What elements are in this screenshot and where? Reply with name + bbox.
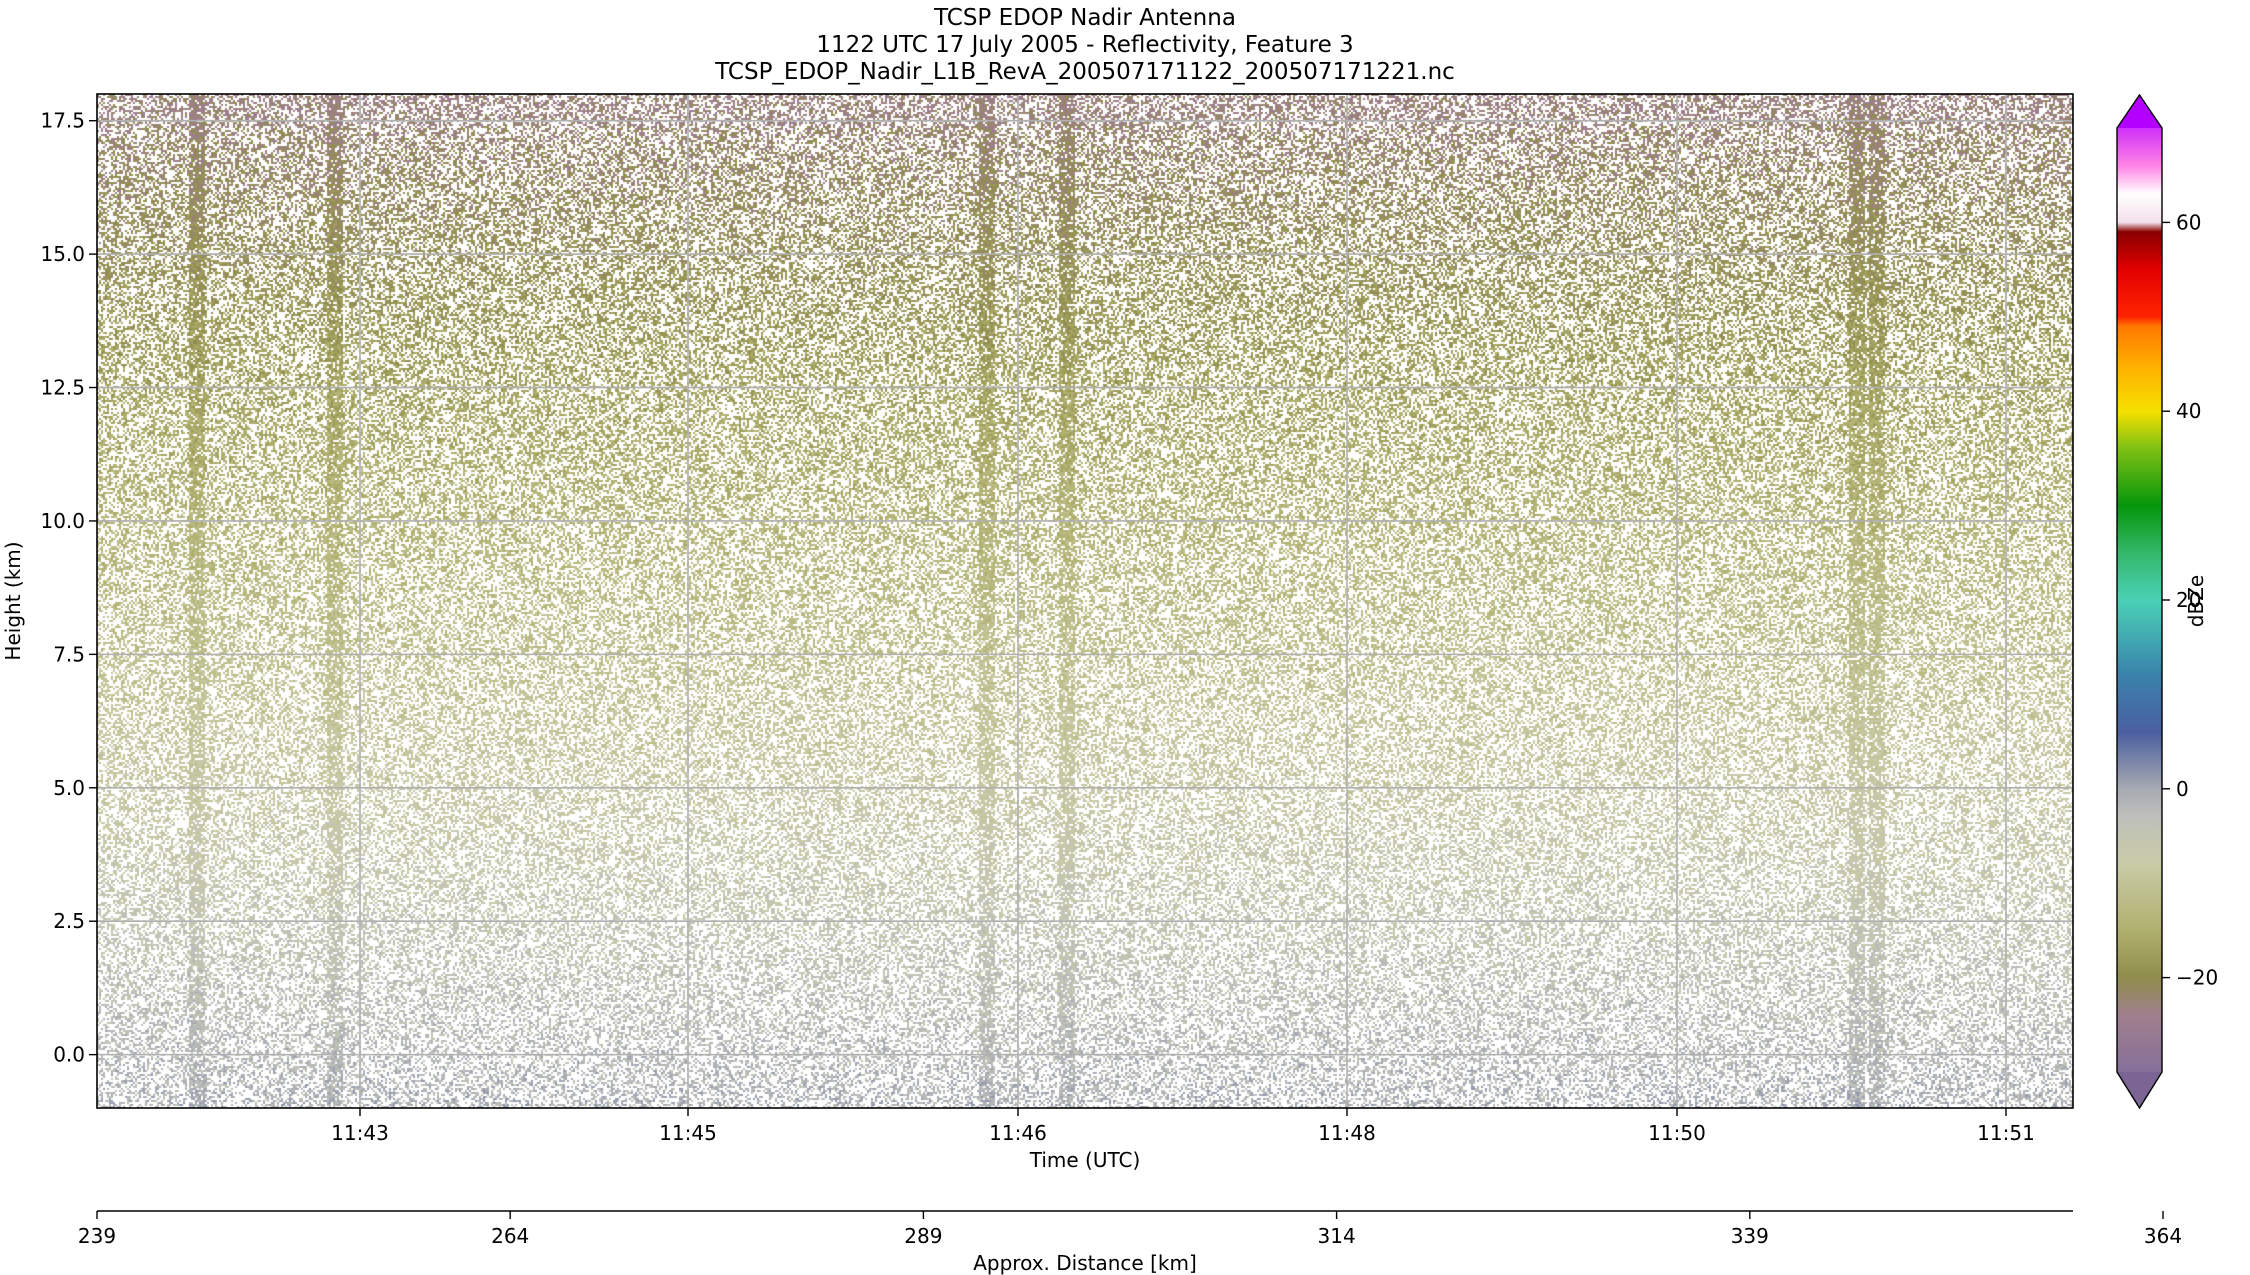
y-axis-label: Height (km) <box>1 541 25 660</box>
secondary-axis-label: Approx. Distance [km] <box>973 1251 1197 1275</box>
colorbar-over-extension <box>2117 95 2162 128</box>
secondary-tick-label: 314 <box>1318 1224 1356 1248</box>
reflectivity-field <box>97 94 2073 1108</box>
x-axis-label: Time (UTC) <box>1029 1148 1141 1172</box>
y-tick-label: 15.0 <box>40 242 85 266</box>
y-tick-label: 5.0 <box>53 776 85 800</box>
colorbar-tick-label: 40 <box>2176 399 2201 423</box>
x-tick-label: 11:45 <box>659 1121 717 1145</box>
secondary-x-axis: 239 264 289 314 339 364 Approx. Distance [km] <box>78 1210 2182 1275</box>
x-tick-label: 11:48 <box>1318 1121 1376 1145</box>
grid-lines <box>97 94 2073 1108</box>
reflectivity-raster <box>97 94 2073 1108</box>
chart-title-line-2: 1122 UTC 17 July 2005 - Reflectivity, Fe… <box>816 32 1353 58</box>
colorbar-under-extension <box>2117 1072 2162 1108</box>
y-tick-label: 12.5 <box>40 376 85 400</box>
plot-area <box>96 93 2074 1109</box>
colorbar-tick-label: 60 <box>2176 210 2201 234</box>
y-tick-label: 7.5 <box>53 642 85 666</box>
y-tick-label: 17.5 <box>40 109 85 133</box>
x-tick-label: 11:46 <box>989 1121 1047 1145</box>
secondary-axis-ticks: 239 264 289 314 339 364 <box>78 1211 2182 1248</box>
chart-title-line-1: TCSP EDOP Nadir Antenna <box>933 5 1236 31</box>
colorbar-body <box>2117 128 2162 1072</box>
secondary-tick-label: 264 <box>491 1224 529 1248</box>
chart-title-line-3: TCSP_EDOP_Nadir_L1B_RevA_200507171122_20… <box>714 59 1455 85</box>
secondary-tick-label: 339 <box>1731 1224 1769 1248</box>
colorbar-ticks: −20 0 20 40 60 <box>2162 210 2218 990</box>
y-tick-label: 2.5 <box>53 909 85 933</box>
y-tick-label: 0.0 <box>53 1043 85 1067</box>
x-axis-ticks: 11:43 11:45 11:46 11:48 11:50 11:51 <box>331 1108 2035 1145</box>
x-tick-label: 11:43 <box>331 1121 389 1145</box>
secondary-tick-label: 289 <box>904 1224 942 1248</box>
colorbar-tick-label: −20 <box>2176 966 2218 990</box>
colorbar-outline <box>2116 93 2163 1110</box>
colorbar-tick-label: 0 <box>2176 777 2189 801</box>
y-axis-ticks: 0.0 2.5 5.0 7.5 10.0 12.5 15.0 17.5 <box>40 109 97 1067</box>
colorbar-tick-label: 20 <box>2176 588 2201 612</box>
secondary-tick-label: 239 <box>78 1224 116 1248</box>
x-tick-label: 11:50 <box>1648 1121 1706 1145</box>
y-tick-label: 10.0 <box>40 509 85 533</box>
colorbar: −20 0 20 40 60 dBZe <box>2116 93 2218 1110</box>
secondary-tick-label: 364 <box>2144 1224 2182 1248</box>
x-tick-label: 11:51 <box>1977 1121 2035 1145</box>
colorbar-label: dBZe <box>2184 575 2208 627</box>
plot-frame <box>96 93 2074 1109</box>
